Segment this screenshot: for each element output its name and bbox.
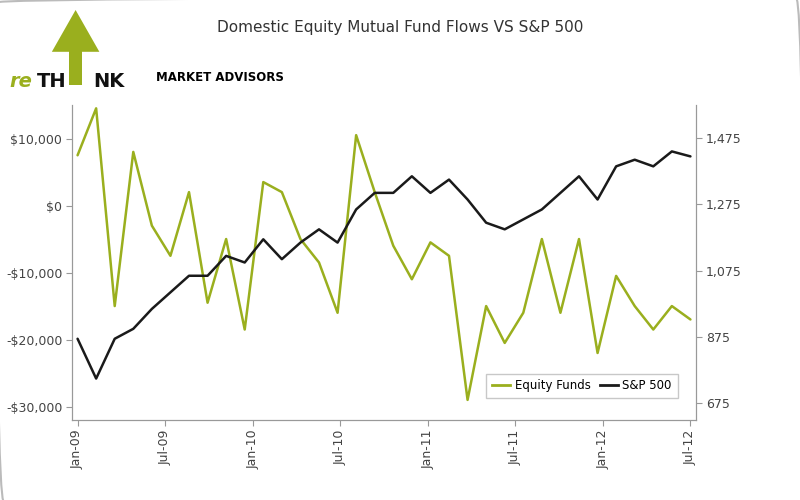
Legend: Equity Funds, S&P 500: Equity Funds, S&P 500 [486,374,678,398]
Text: MARKET ADVISORS: MARKET ADVISORS [156,71,284,84]
Text: re: re [10,72,33,91]
Text: NK: NK [93,72,124,91]
Polygon shape [52,10,99,52]
Text: Domestic Equity Mutual Fund Flows VS S&P 500: Domestic Equity Mutual Fund Flows VS S&P… [217,20,583,35]
Text: TH: TH [38,72,67,91]
FancyBboxPatch shape [69,50,82,85]
